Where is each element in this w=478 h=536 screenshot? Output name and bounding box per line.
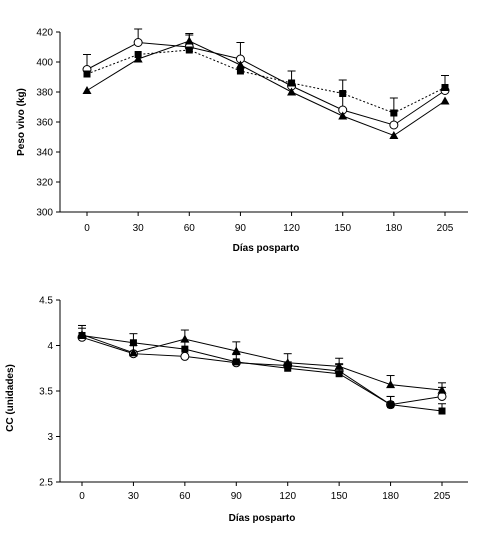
body-weight-chart: Días posparto Peso vivo (kg) 30032034036… — [16, 28, 468, 254]
chart-1-series-0-point — [437, 391, 447, 401]
chart-0-series-0-point — [133, 38, 143, 47]
chart-0-xtick-label: 205 — [437, 223, 454, 234]
chart-0-series-1-point — [441, 84, 449, 91]
chart-0-ytick-label: 320 — [36, 178, 53, 189]
body-condition-chart: Días posparto CC (unidades) 2.5 3 3.5 4 4.5 0… — [5, 296, 468, 524]
chart-0-series-2-point — [82, 86, 92, 94]
chart-0-xtick-label: 120 — [283, 223, 300, 234]
chart-0-xtick-label: 60 — [184, 223, 196, 234]
chart-1-series-2-point — [437, 385, 447, 394]
chart-1-ytick-label: 4.5 — [39, 296, 53, 307]
chart-1-xtick-label: 150 — [331, 491, 348, 502]
chart-0-ylabel: Peso vivo (kg) — [16, 88, 27, 156]
chart-1-series-2-point — [334, 361, 344, 370]
chart-0-series-1-point — [390, 109, 398, 117]
chart-0-series-2-point — [235, 60, 245, 69]
chart-1-xtick-label: 60 — [179, 491, 191, 502]
chart-0-xtick-label: 150 — [334, 223, 351, 234]
chart-1-series-1-point — [181, 345, 189, 353]
chart-0-series-2-point — [338, 111, 348, 120]
chart-0-series-1-point — [288, 79, 296, 87]
chart-0-ytick-label: 420 — [36, 28, 53, 39]
chart-1-series-1-point — [129, 339, 137, 347]
chart-0-series-0-point — [389, 120, 399, 130]
chart-0-xtick-label: 180 — [386, 223, 403, 234]
chart-0-series-1-point — [339, 90, 347, 97]
chart-1-series-2-point — [128, 348, 138, 357]
chart-1-series-2-point — [283, 358, 293, 367]
chart-1-series-1-point — [232, 358, 240, 366]
chart-1-series-1-point — [387, 401, 395, 409]
chart-1-series-2-line — [81, 334, 443, 391]
chart-0-series-2-point — [133, 54, 143, 63]
chart-1-ytick-label: 3.5 — [39, 387, 53, 398]
chart-0-xlabel: Días posparto — [233, 243, 300, 254]
chart-1-series-1-point — [335, 370, 343, 378]
chart-1-xtick-label: 90 — [231, 491, 243, 502]
chart-1-series-2-point — [77, 330, 87, 339]
chart-0-series-1-point — [236, 67, 244, 75]
chart-1-xtick-label: 30 — [128, 491, 140, 502]
chart-1-ytick-label: 4 — [47, 341, 53, 352]
chart-1-series-2-point — [386, 380, 396, 389]
chart-0-ytick-label: 380 — [36, 88, 53, 99]
chart-0-series-1-point — [185, 46, 193, 54]
chart-0-series-2-point — [184, 36, 194, 45]
chart-0-series-2-point — [440, 96, 450, 105]
chart-1-series-0-point — [180, 351, 190, 361]
chart-1-series-2-point — [231, 346, 241, 355]
chart-1-ylabel: CC (unidades) — [5, 364, 16, 432]
chart-1-series-0-line — [81, 336, 443, 406]
chart-1-xlabel: Días posparto — [229, 513, 296, 524]
chart-1-series-1-point — [284, 364, 292, 372]
chart-1-series-2-point — [180, 334, 190, 343]
chart-0-series-2-point — [287, 87, 297, 96]
chart-0-xtick-label: 30 — [133, 223, 145, 234]
chart-0-xtick-label: 0 — [84, 223, 90, 234]
chart-1-xtick-label: 120 — [279, 491, 296, 502]
chart-1-ytick-label: 2.5 — [39, 478, 53, 489]
chart-1-series-1-line — [81, 334, 443, 412]
chart-0-series-2-point — [389, 131, 399, 139]
chart-0-ytick-label: 400 — [36, 58, 53, 69]
chart-0-ytick-label: 360 — [36, 118, 53, 129]
chart-0-series-0-line — [86, 41, 446, 126]
chart-1-xtick-label: 205 — [434, 491, 451, 502]
chart-0-series-1-point — [83, 70, 91, 78]
chart-1-xtick-label: 0 — [79, 491, 85, 502]
chart-1-xtick-label: 180 — [382, 491, 399, 502]
chart-1-ytick-label: 3 — [47, 432, 53, 443]
chart-0-series-2-line — [86, 40, 446, 137]
chart-1-series-1-point — [438, 407, 446, 415]
chart-0-ytick-label: 340 — [36, 148, 53, 159]
chart-0-xtick-label: 90 — [235, 223, 247, 234]
chart-0-ytick-label: 300 — [36, 208, 53, 219]
